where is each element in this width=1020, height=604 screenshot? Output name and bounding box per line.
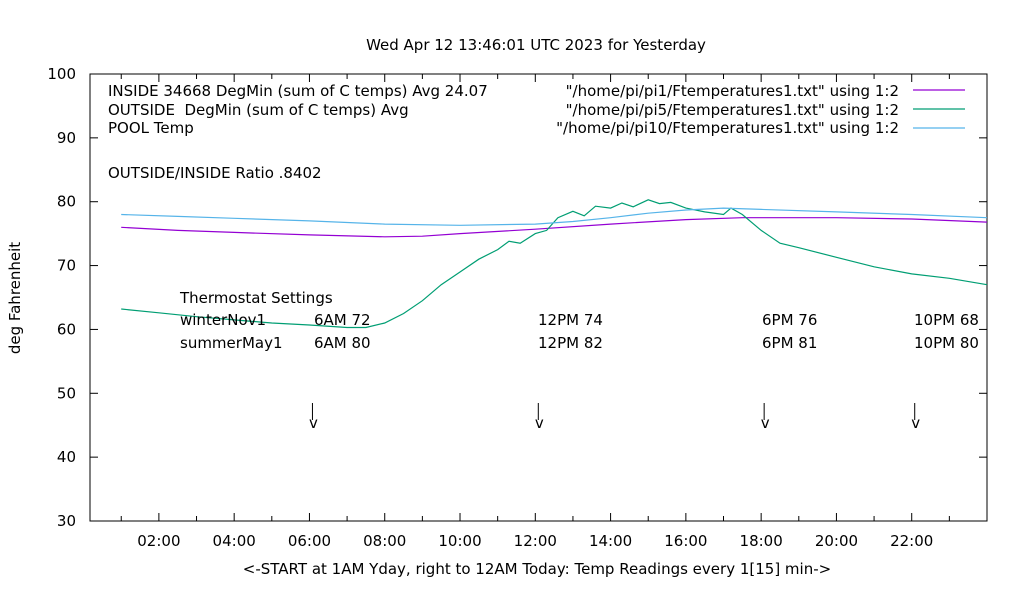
y-tick-label: 60 bbox=[57, 320, 76, 338]
y-tick-label: 70 bbox=[57, 257, 76, 275]
legend-title-outside: OUTSIDE DegMin (sum of C temps) Avg bbox=[108, 101, 409, 119]
winter-6am: 6AM 72 bbox=[314, 311, 371, 329]
winter-12pm: 12PM 74 bbox=[538, 311, 603, 329]
y-tick-label: 90 bbox=[57, 129, 76, 147]
y-tick-label: 40 bbox=[57, 448, 76, 466]
legend-title-pool: POOL Temp bbox=[108, 119, 194, 137]
chart-title: Wed Apr 12 13:46:01 UTC 2023 for Yesterd… bbox=[366, 36, 706, 54]
thermostat-arrow-head: v bbox=[309, 414, 318, 432]
pool-temp-line bbox=[121, 207, 988, 226]
x-tick-label: 22:00 bbox=[890, 532, 933, 550]
legend-title-inside: INSIDE 34668 DegMin (sum of C temps) Avg… bbox=[108, 82, 488, 100]
ratio-annotation: OUTSIDE/INSIDE Ratio .8402 bbox=[108, 164, 322, 182]
x-tick-label: 20:00 bbox=[815, 532, 858, 550]
thermostat-arrow-head: v bbox=[911, 414, 920, 432]
legend-source-outside: "/home/pi/pi5/Ftemperatures1.txt" using … bbox=[566, 101, 899, 119]
thermostat-arrow-head: v bbox=[535, 414, 544, 432]
outside-temp-line bbox=[121, 199, 988, 329]
summer-6am: 6AM 80 bbox=[314, 334, 371, 352]
x-tick-label: 10:00 bbox=[438, 532, 481, 550]
thermostat-title: Thermostat Settings bbox=[179, 289, 333, 307]
y-tick-label: 80 bbox=[57, 193, 76, 211]
x-tick-label: 08:00 bbox=[363, 532, 406, 550]
legend-source-inside: "/home/pi/pi1/Ftemperatures1.txt" using … bbox=[566, 82, 899, 100]
y-tick-label: 50 bbox=[57, 384, 76, 402]
summer-label: summerMay1 bbox=[180, 334, 283, 352]
winter-10pm: 10PM 68 bbox=[914, 311, 979, 329]
x-tick-label: 04:00 bbox=[213, 532, 256, 550]
x-axis-label: <-START at 1AM Yday, right to 12AM Today… bbox=[243, 560, 831, 578]
summer-12pm: 12PM 82 bbox=[538, 334, 603, 352]
y-tick-label: 100 bbox=[47, 65, 76, 83]
legend-source-pool: "/home/pi/pi10/Ftemperatures1.txt" using… bbox=[556, 119, 899, 137]
summer-10pm: 10PM 80 bbox=[914, 334, 979, 352]
x-tick-label: 12:00 bbox=[514, 532, 557, 550]
x-tick-label: 02:00 bbox=[137, 532, 180, 550]
winter-label: winterNov1 bbox=[180, 311, 266, 329]
y-tick-label: 30 bbox=[57, 512, 76, 530]
x-tick-label: 06:00 bbox=[288, 532, 331, 550]
thermostat-arrow-head: v bbox=[761, 414, 770, 432]
x-tick-label: 18:00 bbox=[740, 532, 783, 550]
y-axis-label: deg Fahrenheit bbox=[6, 242, 24, 354]
x-tick-label: 14:00 bbox=[589, 532, 632, 550]
plot-border bbox=[89, 73, 988, 522]
winter-6pm: 6PM 76 bbox=[762, 311, 817, 329]
x-tick-label: 16:00 bbox=[664, 532, 707, 550]
summer-6pm: 6PM 81 bbox=[762, 334, 817, 352]
inside-temp-line bbox=[121, 217, 988, 238]
legend: INSIDE 34668 DegMin (sum of C temps) Avg… bbox=[108, 82, 965, 137]
